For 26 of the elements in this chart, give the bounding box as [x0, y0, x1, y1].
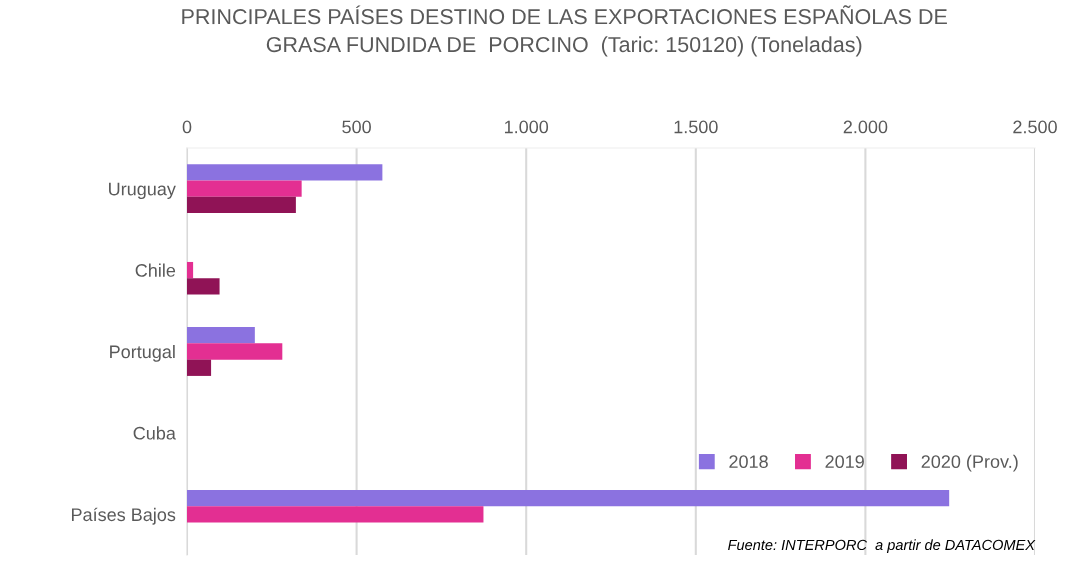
- y-tick-label: Chile: [135, 263, 176, 277]
- annotation: Fuente: INTERPORC a partir de DATACOMEX: [728, 539, 1036, 553]
- bar: [187, 489, 950, 507]
- x-tick-label: 2.000: [843, 120, 888, 134]
- bar: [187, 261, 194, 279]
- x-tick-label: 1.000: [504, 120, 549, 134]
- y-tick-label: Países Bajos: [71, 507, 176, 525]
- bar: [187, 180, 302, 197]
- x-tick-label: 2.500: [1013, 120, 1057, 134]
- legend-label: 2018: [729, 455, 768, 469]
- bar: [187, 327, 255, 344]
- x-tick-label: 1.500: [674, 120, 718, 134]
- legend-label: 2019: [825, 455, 864, 469]
- chart-title: PRINCIPALES PAÍSES DESTINO DE LAS EXPORTACIONES ESPAÑOLAS DE GRASA FUNDIDA DE PORCINO (Taric: 150120) (Toneladas): [182, 5, 947, 57]
- bar: [187, 196, 296, 214]
- bar: [187, 359, 212, 376]
- y-tick-label: Uruguay: [109, 182, 176, 199]
- x-tick-label: 500: [342, 120, 371, 134]
- legend-label: 2020 (Prov.): [921, 454, 1018, 472]
- y-tick-label: Portugal: [110, 344, 175, 362]
- y-tick-label: Cuba: [133, 426, 176, 440]
- bar: [187, 506, 484, 523]
- x-tick-label: 0: [182, 120, 192, 134]
- bar: [187, 343, 283, 360]
- bar: [187, 278, 220, 295]
- bar: [187, 164, 383, 181]
